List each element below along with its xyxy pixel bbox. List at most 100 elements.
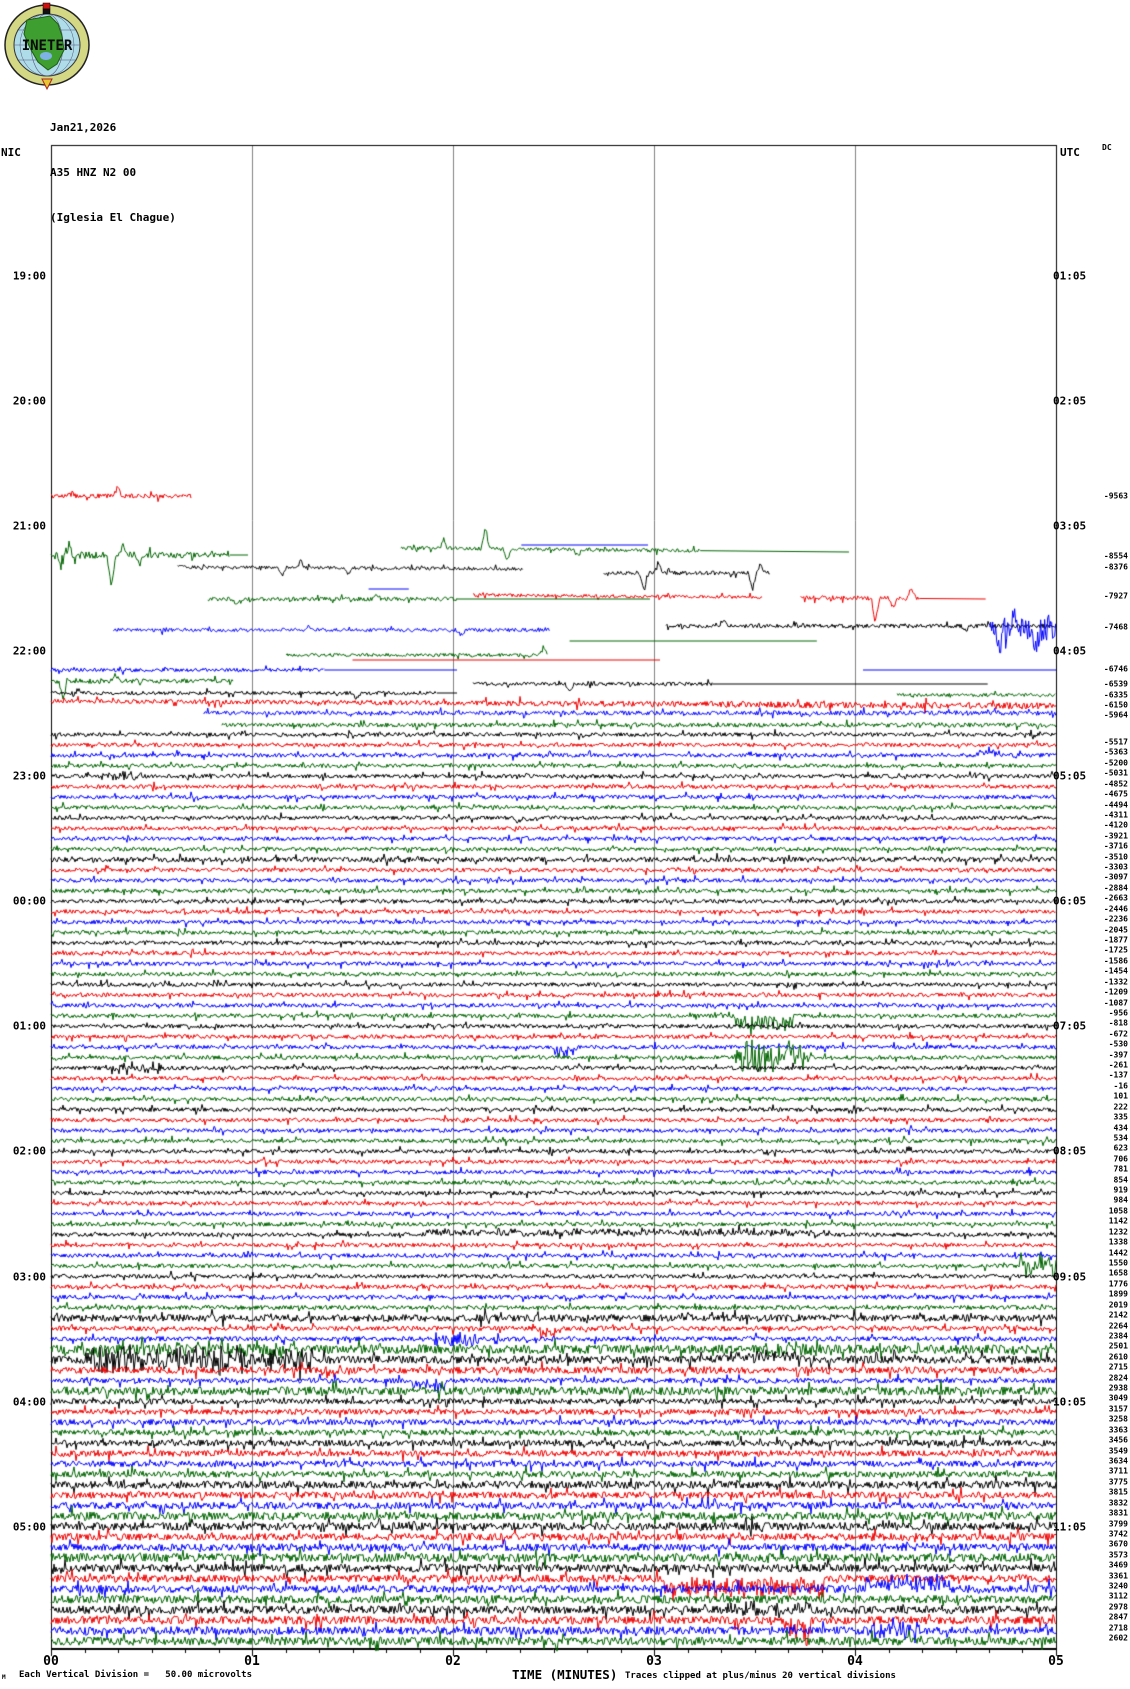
dc-value: -530 [1108,1039,1128,1049]
dc-value: -5031 [1103,768,1128,778]
dc-value: -2236 [1103,914,1128,924]
dc-value: 2978 [1108,1602,1128,1612]
dc-value: 1142 [1108,1216,1128,1226]
x-tick-label: 04 [847,1654,863,1669]
dc-value: -956 [1108,1008,1128,1018]
dc-value: 3363 [1108,1425,1128,1435]
dc-column-header: DC [1102,143,1112,152]
dc-value: 2718 [1108,1623,1128,1633]
x-tick-label: 02 [445,1654,461,1669]
dc-value: 3049 [1108,1393,1128,1403]
header-block: Jan21,2026 A35 HNZ N2 00 (Iglesia El Cha… [50,90,176,255]
dc-value: 1442 [1108,1248,1128,1258]
dc-value: 2264 [1108,1321,1128,1331]
dc-value: -672 [1108,1029,1128,1039]
dc-value: -4311 [1103,810,1128,820]
dc-value: 1658 [1108,1268,1128,1278]
dc-value: -3303 [1103,862,1128,872]
dc-value: 3157 [1108,1404,1128,1414]
dc-value: -5517 [1103,737,1128,747]
logo-text: INETER [22,38,73,54]
dc-value: -1877 [1103,935,1128,945]
header-location: (Iglesia El Chague) [50,211,176,224]
left-time-label: 05:00 [12,1520,46,1534]
dc-value: 3573 [1108,1550,1128,1560]
right-time-label: 01:05 [1053,269,1087,283]
dc-value: -4675 [1103,789,1128,799]
dc-value: -7468 [1103,622,1128,632]
dc-value: -1087 [1103,998,1128,1007]
dc-value: 1899 [1108,1289,1128,1299]
dc-value: -2446 [1103,904,1128,914]
logo-flag-icon [42,2,51,10]
left-axis-header: NIC [1,146,21,159]
dc-value: 3240 [1108,1581,1128,1591]
dc-value: 3742 [1108,1529,1128,1539]
dc-value: 3775 [1108,1477,1128,1487]
right-time-label: 02:05 [1053,394,1087,408]
dc-value: 854 [1113,1175,1128,1185]
right-time-label: 08:05 [1053,1144,1087,1158]
dc-value: 3711 [1108,1466,1128,1476]
dc-value: 984 [1113,1195,1128,1205]
dc-value: 3258 [1108,1414,1128,1424]
dc-value: -1332 [1103,977,1128,987]
dc-value: -3921 [1103,831,1128,841]
dc-value: -818 [1108,1018,1128,1028]
logo-plumb-icon [41,78,53,90]
dc-value: 3469 [1108,1560,1128,1570]
dc-value: 2847 [1108,1612,1128,1622]
left-time-label: 21:00 [12,519,46,533]
dc-value: 706 [1113,1154,1128,1164]
dc-value: 3832 [1108,1498,1128,1508]
x-axis-title: TIME (MINUTES) [512,1667,618,1682]
header-station: A35 HNZ N2 00 [50,166,137,179]
left-time-label: 02:00 [12,1144,46,1158]
x-tick-label: 01 [244,1654,260,1669]
dc-value: 2501 [1108,1341,1128,1351]
dc-value: 1550 [1108,1258,1128,1268]
dc-value: -2884 [1103,883,1128,893]
dc-value: -3716 [1103,841,1128,851]
dc-value: -5964 [1103,710,1128,720]
dc-value: 1058 [1108,1206,1128,1216]
right-time-label: 09:05 [1053,1270,1087,1284]
dc-value: 101 [1113,1091,1128,1101]
dc-value: -6150 [1103,700,1128,710]
dc-value: -9563 [1103,491,1128,501]
dc-value: 3634 [1108,1456,1128,1466]
ineter-logo: INETER [4,2,90,90]
dc-value: 3456 [1108,1435,1128,1445]
corner-mark: M [2,1674,6,1681]
dc-value: 335 [1113,1112,1128,1122]
right-time-label: 05:05 [1053,769,1087,783]
dc-value: -8554 [1103,551,1128,561]
left-time-label: 00:00 [12,894,46,908]
right-time-label: 06:05 [1053,894,1087,908]
x-tick-label: 00 [43,1654,59,1669]
dc-value: 2938 [1108,1383,1128,1393]
dc-value: 2610 [1108,1352,1128,1362]
dc-value: 1338 [1108,1237,1128,1247]
x-tick-label: 03 [646,1654,662,1669]
dc-value: 2019 [1108,1300,1128,1310]
dc-value: 2715 [1108,1362,1128,1372]
left-time-label: 23:00 [12,769,46,783]
dc-value: 222 [1113,1102,1128,1112]
dc-value: 2824 [1108,1373,1128,1383]
dc-value: -3097 [1103,872,1128,882]
dc-value: 623 [1113,1143,1128,1153]
dc-value: 1776 [1108,1279,1128,1289]
clipping-note: Traces clipped at plus/minus 20 vertical… [625,1671,896,1681]
right-time-label: 10:05 [1053,1395,1087,1409]
dc-value: -4494 [1103,800,1128,810]
dc-value: 3361 [1108,1571,1128,1581]
dc-value: -1725 [1103,945,1128,955]
dc-value: -5363 [1103,747,1128,757]
left-time-label: 01:00 [12,1019,46,1033]
dc-value: 3831 [1108,1508,1128,1518]
dc-value: -2045 [1103,925,1128,935]
dc-value: -3510 [1103,852,1128,862]
